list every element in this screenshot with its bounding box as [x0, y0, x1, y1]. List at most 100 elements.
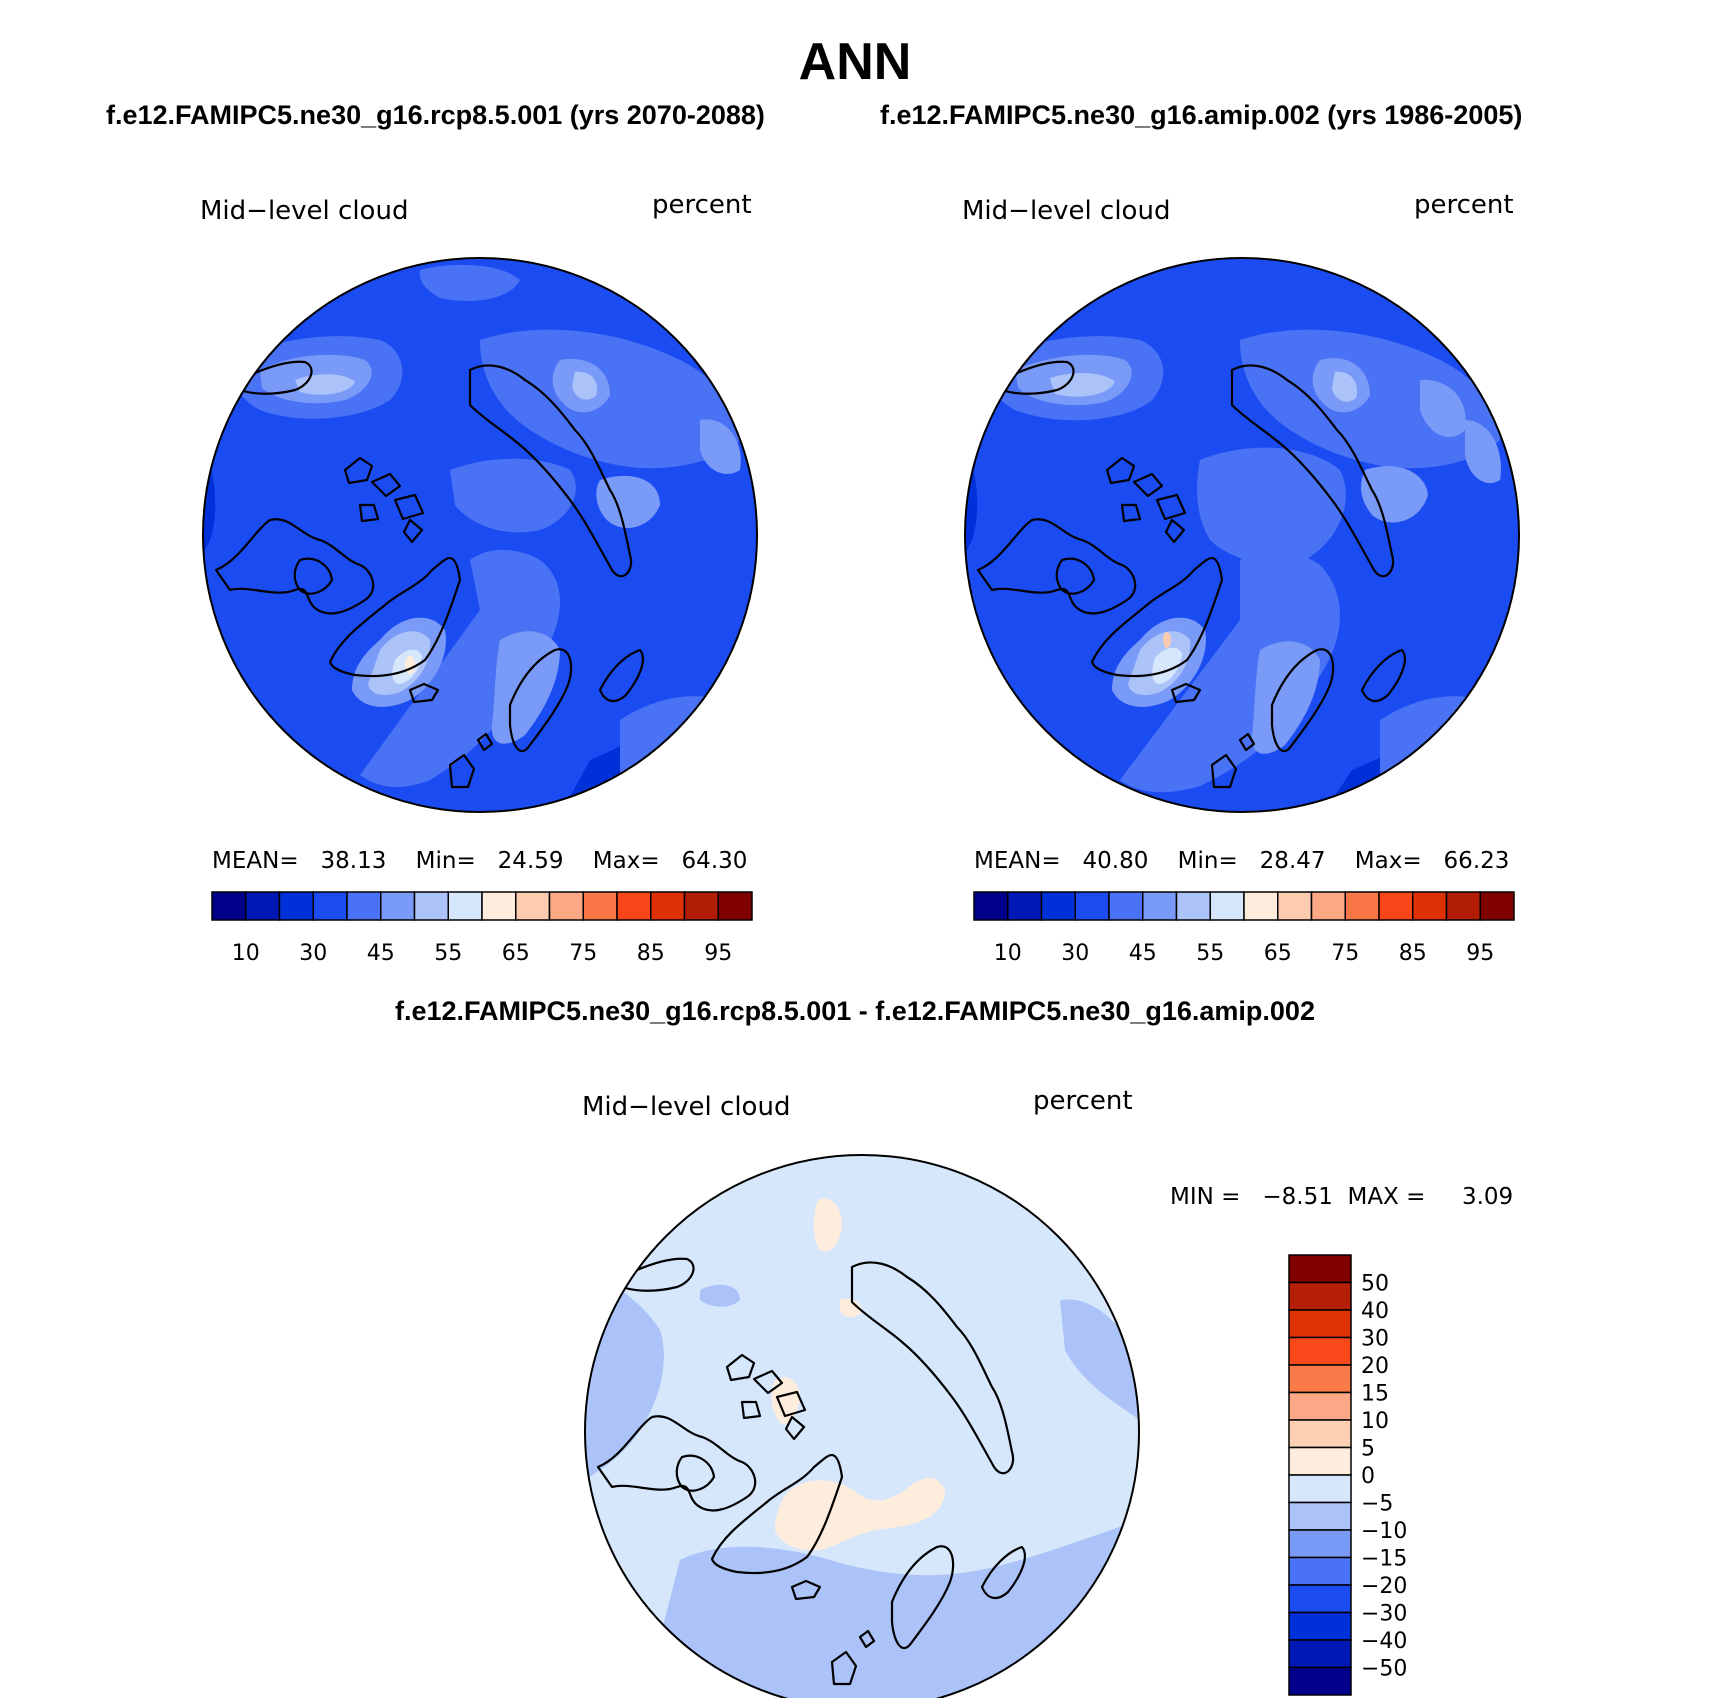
colorbar-tick-label: −15 [1361, 1547, 1407, 1572]
colorbar-swatch [1142, 891, 1178, 921]
colorbar-swatch [1288, 1611, 1352, 1641]
right-stats: MEAN= 40.80 Min= 28.47 Max= 66.23 [974, 848, 1509, 874]
colorbar-tick-label: −5 [1361, 1492, 1393, 1517]
colorbar-swatch [515, 891, 551, 921]
right-min-label: Min= [1177, 848, 1238, 874]
colorbar-tick-label: 40 [1361, 1299, 1389, 1324]
colorbar-swatch [1288, 1309, 1352, 1339]
colorbar-swatch [380, 891, 416, 921]
left-min-label: Min= [415, 848, 476, 874]
colorbar-swatch [683, 891, 719, 921]
colorbar-swatch [1288, 1254, 1352, 1284]
colorbar-swatch [1288, 1584, 1352, 1614]
colorbar-tick-label: 75 [1331, 941, 1359, 966]
colorbar-tick-label: 5 [1361, 1437, 1375, 1462]
right-mean-value: 40.80 [1082, 848, 1149, 874]
colorbar-swatch [1445, 891, 1481, 921]
colorbar-tick-label: 65 [502, 941, 530, 966]
colorbar-swatch [278, 891, 314, 921]
colorbar-tick-label: 45 [1129, 941, 1157, 966]
colorbar-swatch [1288, 1501, 1352, 1531]
colorbar-swatch [1074, 891, 1110, 921]
colorbar-swatch [1277, 891, 1313, 921]
diff-units-label: percent [1033, 1086, 1133, 1116]
colorbar-swatch [1288, 1556, 1352, 1586]
left-variable-label: Mid−level cloud [200, 196, 409, 226]
colorbar-tick-label: −10 [1361, 1519, 1407, 1544]
colorbar-tick-label: 10 [232, 941, 260, 966]
left-max-label: Max= [592, 848, 660, 874]
colorbar-swatch [1175, 891, 1211, 921]
left-map-border [202, 257, 758, 813]
colorbar-tick-label: 95 [704, 941, 732, 966]
colorbar-swatch [1108, 891, 1144, 921]
colorbar-swatch [1288, 1639, 1352, 1669]
colorbar-swatch [1288, 1666, 1352, 1696]
colorbar-swatch [616, 891, 652, 921]
colorbar-swatch [1288, 1364, 1352, 1394]
right-map-border [964, 257, 1520, 813]
colorbar-tick-label: 95 [1466, 941, 1494, 966]
colorbar-tick-label: 20 [1361, 1354, 1389, 1379]
diff-variable-label: Mid−level cloud [582, 1092, 791, 1122]
right-case-title: f.e12.FAMIPC5.ne30_g16.amip.002 (yrs 198… [880, 100, 1523, 130]
colorbar-swatch [973, 891, 1009, 921]
diff-map-border [584, 1154, 1140, 1698]
colorbar-tick-label: 0 [1361, 1464, 1375, 1489]
right-colorbar: 10 30 45 55 65 75 85 95 [973, 891, 1515, 966]
colorbar-swatch [245, 891, 281, 921]
diff-min-label: MIN = [1170, 1184, 1241, 1210]
colorbar-tick-label: 15 [1361, 1382, 1389, 1407]
left-min-value: 24.59 [497, 848, 564, 874]
colorbar-tick-label: −20 [1361, 1574, 1407, 1599]
colorbar-swatch [582, 891, 618, 921]
right-min-value: 28.47 [1259, 848, 1326, 874]
colorbar-tick-label: 30 [1061, 941, 1089, 966]
colorbar-swatch [413, 891, 449, 921]
colorbar-swatch [346, 891, 382, 921]
colorbar-tick-label: 85 [1399, 941, 1427, 966]
colorbar-tick-label: 55 [434, 941, 462, 966]
left-mean-label: MEAN= [212, 848, 299, 874]
colorbar-swatch [1007, 891, 1043, 921]
colorbar-tick-label: 30 [299, 941, 327, 966]
colorbar-swatch [1288, 1529, 1352, 1559]
right-mean-label: MEAN= [974, 848, 1061, 874]
colorbar-tick-label: −30 [1361, 1602, 1407, 1627]
colorbar-swatch [211, 891, 247, 921]
colorbar-swatch [1288, 1336, 1352, 1366]
left-stats: MEAN= 38.13 Min= 24.59 Max= 64.30 [212, 848, 747, 874]
colorbar-swatch [1288, 1474, 1352, 1504]
colorbar-swatch [1040, 891, 1076, 921]
colorbar-tick-label: 85 [637, 941, 665, 966]
colorbar-tick-label: 75 [569, 941, 597, 966]
colorbar-swatch [1288, 1419, 1352, 1449]
colorbar-tick-label: 10 [1361, 1409, 1389, 1434]
colorbar-swatch [1310, 891, 1346, 921]
diff-max-label: MAX = [1347, 1184, 1426, 1210]
colorbar-tick-label: 55 [1196, 941, 1224, 966]
colorbar-swatch [1243, 891, 1279, 921]
colorbar-tick-label: −40 [1361, 1629, 1407, 1654]
colorbar-swatch [1344, 891, 1380, 921]
left-units-label: percent [652, 190, 752, 220]
left-mean-value: 38.13 [320, 848, 387, 874]
left-case-title: f.e12.FAMIPC5.ne30_g16.rcp8.5.001 (yrs 2… [106, 100, 765, 130]
colorbar-swatch [481, 891, 517, 921]
colorbar-tick-label: −50 [1361, 1657, 1407, 1682]
colorbar-swatch [1378, 891, 1414, 921]
left-max-value: 64.30 [681, 848, 748, 874]
right-units-label: percent [1414, 190, 1514, 220]
colorbar-swatch [312, 891, 348, 921]
colorbar-tick-label: 10 [994, 941, 1022, 966]
colorbar-swatch [1288, 1391, 1352, 1421]
colorbar-tick-label: 45 [367, 941, 395, 966]
figure-title: ANN [798, 33, 912, 91]
colorbar-swatch [1209, 891, 1245, 921]
diff-min-value: −8.51 [1262, 1184, 1333, 1210]
right-max-label: Max= [1354, 848, 1422, 874]
diff-title: f.e12.FAMIPC5.ne30_g16.rcp8.5.001 - f.e1… [395, 996, 1315, 1026]
colorbar-swatch [1288, 1281, 1352, 1311]
